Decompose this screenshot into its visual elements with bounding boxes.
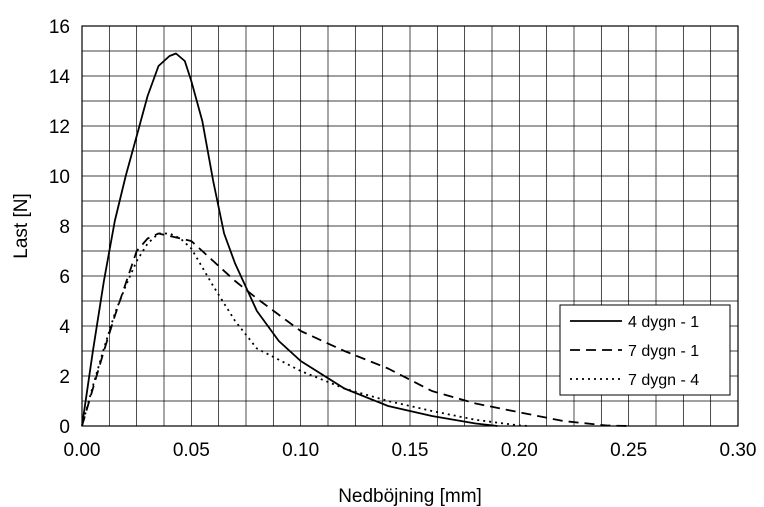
legend: 4 dygn - 1 7 dygn - 1 7 dygn - 4 — [559, 304, 731, 396]
y-axis-ticks: 0 2 4 6 8 10 12 14 16 — [49, 17, 71, 438]
y-tick-label: 4 — [59, 317, 70, 338]
x-tick-label: 0.25 — [610, 440, 647, 461]
y-tick-label: 14 — [49, 67, 71, 88]
x-tick-label: 0.15 — [392, 440, 429, 461]
y-tick-label: 16 — [49, 17, 70, 38]
y-tick-label: 6 — [59, 267, 70, 288]
x-axis-title: Nedböjning [mm] — [338, 486, 482, 507]
y-tick-label: 12 — [49, 117, 70, 138]
y-tick-label: 10 — [49, 167, 70, 188]
series-line-3 — [81, 232, 531, 427]
y-tick-label: 8 — [59, 217, 70, 238]
y-tick-label: 2 — [59, 367, 70, 388]
y-axis-title: Last [N] — [11, 193, 32, 258]
x-tick-label: 0.00 — [64, 440, 101, 461]
x-tick-label: 0.20 — [501, 440, 538, 461]
x-tick-label: 0.10 — [282, 440, 319, 461]
legend-label-1: 4 dygn - 1 — [628, 314, 699, 331]
legend-label-3: 7 dygn - 4 — [628, 372, 699, 389]
series-lines — [81, 52, 629, 427]
series-line-1 — [81, 52, 498, 427]
legend-label-2: 7 dygn - 1 — [628, 343, 699, 360]
x-axis-ticks: 0.00 0.05 0.10 0.15 0.20 0.25 0.30 — [64, 440, 757, 461]
y-tick-label: 0 — [59, 417, 70, 438]
series-line-2 — [81, 232, 629, 427]
x-tick-label: 0.30 — [720, 440, 757, 461]
plot-border — [81, 25, 739, 427]
x-tick-label: 0.05 — [173, 440, 210, 461]
